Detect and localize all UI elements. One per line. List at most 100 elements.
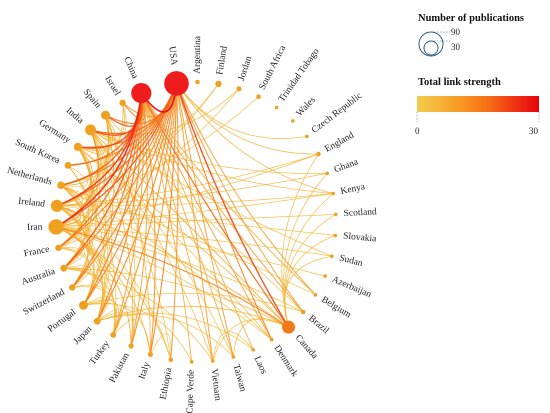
strength-legend-title: Total link strength (418, 77, 501, 88)
strength-max-label: 30 (529, 126, 539, 136)
node-turkey (110, 332, 117, 338)
label-spain: Spain (81, 87, 103, 110)
link-australia-switzerland (63, 265, 91, 288)
link-usa-belgium (176, 83, 316, 296)
legend-small-value: 30 (451, 42, 461, 52)
link-iran-kenya (56, 193, 334, 228)
link-usa-pakistan (130, 83, 178, 347)
strength-gradient-bar (417, 96, 539, 112)
legend-large-circle (418, 31, 444, 57)
node-australia (60, 264, 68, 272)
label-england: England (323, 130, 356, 154)
link-usa-vietnam (176, 83, 214, 362)
network-nodes (48, 71, 338, 364)
link-usa-taiwan (176, 83, 234, 358)
link-netherlands-switzerland (60, 184, 90, 288)
label-australia: Australia (20, 267, 57, 288)
strength-legend: Total link strength 0 30 (415, 77, 540, 136)
link-france-switzerland (58, 247, 90, 288)
link-india-pakistan (90, 129, 133, 347)
node-brazil (300, 309, 306, 315)
link-india-sudan (90, 129, 332, 257)
link-india-germany (77, 129, 105, 155)
link-china-pakistan (130, 93, 148, 347)
node-argentina (195, 79, 200, 85)
link-usa-ethiopia (170, 83, 179, 360)
node-ireland (50, 199, 64, 212)
node-sudan (330, 254, 334, 258)
link-china-cape-verde (140, 92, 193, 362)
link-cape-verde-portugal (83, 303, 193, 363)
link-china-turkey (112, 93, 144, 336)
publications-legend-title: Number of publications (418, 13, 524, 24)
node-israel (119, 99, 126, 107)
node-pakistan (128, 343, 134, 349)
label-pakistan: Pakistan (108, 351, 132, 384)
label-portugal: Portugal (46, 307, 78, 334)
link-usa-brazil (176, 83, 304, 313)
link-china-vietnam (140, 92, 214, 362)
node-wales (291, 119, 295, 123)
node-netherlands (57, 181, 65, 189)
label-slovakia: Slovakia (343, 231, 378, 244)
label-argentina: Argentina (193, 35, 203, 74)
link-usa-kenya (176, 83, 334, 194)
label-israel: Israel (102, 74, 122, 98)
label-ethiopia: Ethiopia (159, 366, 175, 400)
node-laos (251, 348, 255, 352)
node-france (55, 244, 62, 251)
link-vietnam-india (90, 129, 214, 362)
link-usa-italy (149, 83, 178, 355)
node-iran (48, 219, 64, 235)
node-germany (73, 142, 82, 151)
node-south-africa (256, 94, 261, 99)
label-china: China (121, 56, 139, 82)
node-czech-republic (305, 134, 309, 139)
link-france-australia (58, 247, 86, 269)
legend-small-circle (423, 40, 439, 56)
link-canada-iran (55, 226, 289, 328)
label-azerbaijan: Azerbaijan (330, 275, 373, 300)
link-usa-france (58, 83, 178, 249)
node-india (85, 124, 96, 136)
link-jordan-iran (55, 88, 240, 228)
node-south-korea (64, 161, 72, 169)
label-wales: Wales (295, 95, 318, 119)
node-belgium (313, 293, 318, 297)
label-canada: Canada (293, 333, 320, 362)
link-usa-switzerland (71, 83, 178, 288)
label-jordan: Jordan (237, 55, 254, 82)
label-belgium: Belgium (319, 295, 353, 321)
node-china (131, 83, 152, 104)
node-ghana (325, 171, 330, 176)
label-switzerland: Switzerland (22, 287, 67, 317)
label-kenya: Kenya (340, 182, 367, 197)
link-usa-japan (96, 83, 178, 322)
node-portugal (79, 300, 88, 310)
node-azerbaijan (323, 274, 327, 278)
label-scotland: Scotland (343, 207, 377, 219)
label-france: France (23, 245, 50, 260)
node-slovakia (333, 233, 338, 238)
label-turkey: Turkey (88, 339, 112, 367)
node-switzerland (69, 284, 76, 291)
label-netherlands: Netherlands (6, 166, 53, 188)
node-jordan (236, 86, 242, 92)
label-iran: Iran (27, 223, 43, 234)
link-canada-australia (63, 267, 289, 328)
label-south-korea: South Korea (14, 138, 62, 167)
link-portugal-japan (83, 296, 110, 322)
node-canada (282, 320, 295, 334)
label-south-africa: South Africa (257, 43, 289, 92)
link-china-india (90, 93, 143, 136)
label-cape-verde: Cape Verde (185, 370, 196, 413)
node-kenya (331, 191, 335, 196)
node-cape-verde (189, 360, 194, 364)
node-italy (147, 351, 153, 357)
link-usa-canada (175, 83, 290, 328)
link-usa-iran (55, 83, 178, 228)
link-usa-portugal (83, 83, 178, 306)
label-laos: Laos (252, 355, 269, 376)
link-england-iran (56, 153, 319, 228)
